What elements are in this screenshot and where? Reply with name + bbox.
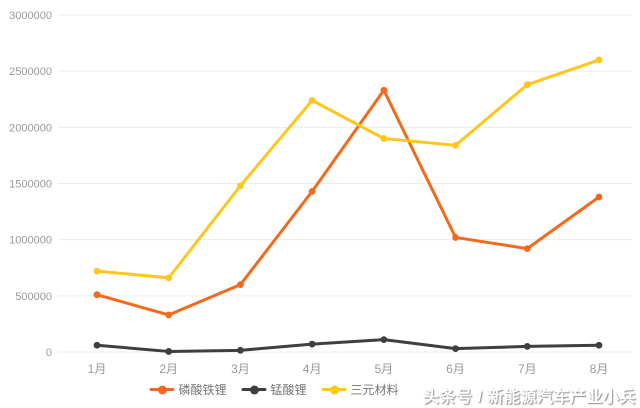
series-line-ternary[interactable] <box>95 58 601 280</box>
legend-label-ternary: 三元材料 <box>350 383 399 397</box>
y-axis-label: 1500000 <box>9 179 52 191</box>
x-axis-label: 1月 <box>88 362 107 376</box>
data-point-ternary[interactable] <box>595 56 603 64</box>
chart-legend: 磷酸铁锂 锰酸锂 三元材料 <box>149 381 399 398</box>
y-axis-label: 0 <box>46 347 52 359</box>
data-point-lfp[interactable] <box>523 245 531 253</box>
y-axis-label: 500000 <box>15 291 52 303</box>
data-point-lmo[interactable] <box>452 345 459 353</box>
data-point-ternary[interactable] <box>523 81 531 89</box>
legend-marker-ternary-icon <box>321 388 347 391</box>
watermark-text: 头条号 / 新能源汽车产业小兵 <box>423 389 636 406</box>
legend-item-lfp[interactable]: 磷酸铁锂 <box>149 381 226 398</box>
x-axis-label: 2月 <box>159 362 178 376</box>
legend-label-lmo: 锰酸锂 <box>270 383 307 397</box>
y-axis-label: 3000000 <box>9 10 52 22</box>
legend-item-lmo[interactable]: 锰酸锂 <box>241 381 307 398</box>
data-point-lmo[interactable] <box>165 348 173 355</box>
series-line-lmo[interactable] <box>95 338 601 353</box>
x-axis-label: 3月 <box>231 362 250 376</box>
series-line-lfp[interactable] <box>95 88 601 317</box>
x-axis-label: 5月 <box>375 362 394 376</box>
data-point-ternary[interactable] <box>165 274 173 282</box>
data-point-lmo[interactable] <box>523 342 531 350</box>
data-point-lmo[interactable] <box>308 340 316 348</box>
x-axis-label: 8月 <box>590 362 609 376</box>
data-point-lfp[interactable] <box>308 187 316 195</box>
y-axis-label: 1000000 <box>9 235 52 247</box>
data-point-lfp[interactable] <box>93 291 101 299</box>
data-point-lfp[interactable] <box>452 234 459 241</box>
data-point-lmo[interactable] <box>237 346 244 354</box>
data-point-lmo[interactable] <box>93 341 101 349</box>
data-point-ternary[interactable] <box>237 182 244 190</box>
y-axis-label: 2500000 <box>9 66 52 78</box>
data-point-ternary[interactable] <box>380 135 388 142</box>
data-point-lfp[interactable] <box>380 86 388 94</box>
line-chart: 0 500000 1000000 1500000 2000000 2500000 30000… <box>9 10 632 376</box>
legend-label-lfp: 磷酸铁锂 <box>178 383 227 397</box>
y-axis-label: 2000000 <box>9 122 52 134</box>
data-point-lmo[interactable] <box>380 336 388 344</box>
data-point-ternary[interactable] <box>308 96 316 104</box>
data-point-ternary[interactable] <box>452 141 459 149</box>
legend-marker-lfp-icon <box>149 388 175 391</box>
data-point-lfp[interactable] <box>595 193 603 201</box>
x-axis-label: 7月 <box>518 362 537 376</box>
data-point-ternary[interactable] <box>93 267 101 275</box>
x-axis-label: 6月 <box>446 362 465 376</box>
x-axis-label: 4月 <box>303 362 322 376</box>
data-point-lfp[interactable] <box>165 311 173 319</box>
data-point-lfp[interactable] <box>237 281 244 288</box>
legend-marker-lmo-icon <box>241 388 267 391</box>
legend-item-ternary[interactable]: 三元材料 <box>321 381 399 398</box>
data-point-lmo[interactable] <box>595 341 603 349</box>
